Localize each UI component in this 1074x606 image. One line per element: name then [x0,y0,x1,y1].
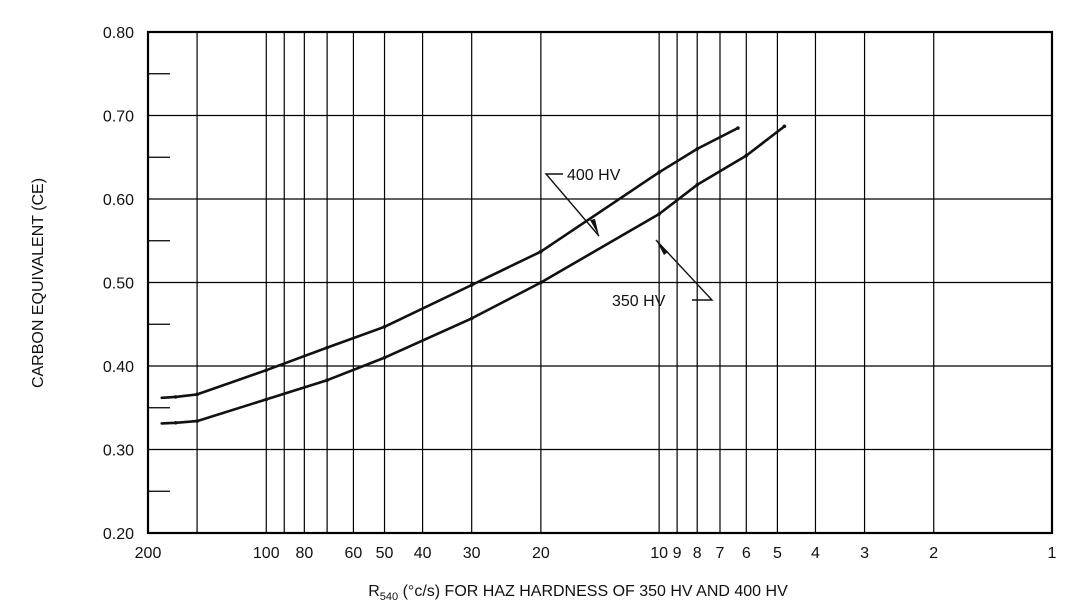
y-tick-label: 0.50 [103,276,134,293]
series-point [325,378,329,382]
x-tick-label: 20 [532,545,550,562]
curve-label-350hv: 350 HV [612,293,666,310]
x-axis: 200 100 80 60 50 40 30 20 10 9 8 7 6 5 4 3 2 1 [135,545,1057,562]
series-point [469,283,474,287]
x-tick-label: 50 [376,545,394,562]
y-axis: 0.20 0.30 0.40 0.50 0.60 0.70 0.80 [103,25,170,543]
y-tick-label: 0.80 [103,25,134,42]
x-axis-title-rest: (°c/s) FOR HAZ HARDNESS OF 350 HV AND 40… [398,583,788,600]
series-point [325,345,329,350]
series-line [160,125,786,425]
x-tick-label: 10 [650,545,668,562]
curve-label-leader [544,173,600,237]
x-axis-title: R540 (°c/s) FOR HAZ HARDNESS OF 350 HV A… [368,583,788,603]
x-tick-label: 6 [742,545,751,562]
x-tick-label: 60 [345,545,363,562]
x-tick-label: 40 [414,545,432,562]
x-tick-label: 9 [673,545,682,562]
x-tick-label: 4 [811,545,820,562]
series-point [657,212,661,216]
series-point [195,392,199,397]
x-tick-label: 100 [253,545,280,562]
series-point [195,419,199,423]
y-tick-label: 0.30 [103,443,134,460]
x-tick-label: 200 [135,545,162,562]
x-tick-label: 8 [693,545,702,562]
series-point [382,324,387,329]
series-point [695,183,700,187]
plot-frame [146,30,1054,535]
y-tick-label: 0.40 [103,359,134,376]
x-axis-title-subscript: 540 [380,591,398,603]
series-point [736,126,740,130]
series-point [539,280,543,285]
x-tick-label: 1 [1048,545,1057,562]
curve-labels: 400 HV 350 HV [544,167,714,310]
x-tick-label: 7 [716,545,725,562]
y-tick-label: 0.60 [103,192,134,209]
series-point [264,397,269,402]
series-point [469,316,474,321]
series-point [782,124,787,129]
curve-label-arrow [656,240,668,255]
x-tick-label: 30 [463,545,481,562]
curve-label-leader [655,239,714,301]
grid-layer [148,32,1052,533]
series-line [160,126,740,400]
x-tick-label: 80 [295,545,313,562]
y-tick-label: 0.70 [103,109,134,126]
x-tick-label: 2 [929,545,938,562]
x-tick-label: 3 [860,545,869,562]
series-point [539,249,543,254]
series-point [744,153,749,158]
y-axis-title: CARBON EQUIVALENT (CE) [30,178,47,388]
series-point [382,355,387,360]
curves [160,124,787,425]
x-tick-label: 5 [773,545,782,562]
curve-label-400hv: 400 HV [567,167,621,184]
series-point [695,147,700,151]
series-point [657,170,661,175]
curve-label-arrow [590,219,599,236]
y-tick-label: 0.20 [103,526,134,543]
series-point [264,368,269,372]
x-axis-title-main: R [368,583,380,600]
series-point [173,420,178,425]
series-point [173,395,178,399]
